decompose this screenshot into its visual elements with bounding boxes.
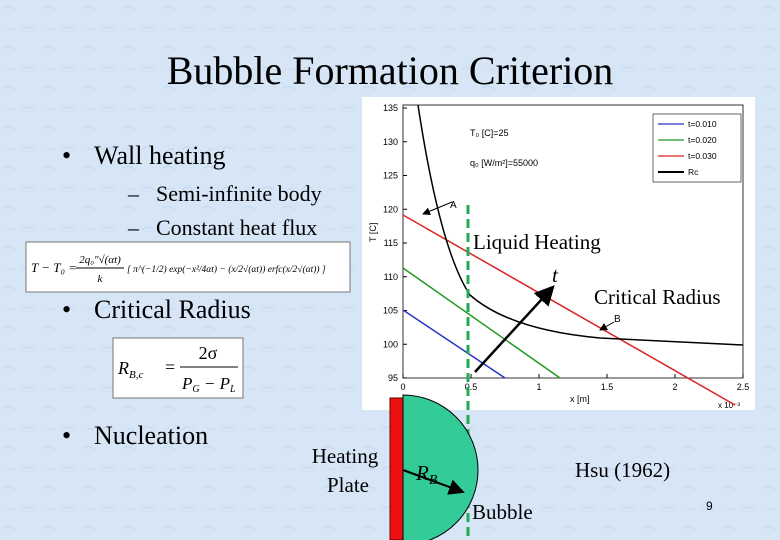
x-tick-label: 1.5 — [601, 382, 614, 392]
equation-box — [112, 337, 244, 399]
y-tick-label: 110 — [384, 272, 398, 282]
rb: R — [415, 461, 429, 485]
y-tick-label: 135 — [383, 103, 398, 113]
den-sub: L — [229, 384, 236, 395]
y-tick-label: 115 — [384, 238, 398, 248]
plot-param: q₀ [W/m²]=55000 — [470, 158, 538, 168]
bullet: • — [62, 295, 71, 324]
title: Bubble Formation Criterion — [167, 48, 614, 93]
critical-radius-equation: RB,c = 2σ PG − PL — [112, 337, 244, 399]
bullet-text: Nucleation — [94, 421, 208, 450]
arrow — [474, 285, 555, 373]
bullet: • — [62, 421, 71, 450]
bullet-text: Critical Radius — [94, 295, 251, 324]
x-tick-label: 2.5 — [737, 382, 750, 392]
lhs-sub: B,c — [129, 369, 143, 381]
legend-label: t=0.010 — [688, 119, 717, 129]
numerator: 2σ — [199, 343, 218, 363]
curve-rc — [417, 104, 744, 346]
x-tick-label: 2 — [672, 382, 677, 392]
annotations: Liquid Heating t Critical Radius Heating… — [312, 205, 721, 540]
equation-num: 2q₀″√(αt) — [79, 254, 121, 266]
equation-lhs: RB,c — [117, 358, 143, 381]
y-axis-label: T [C] — [368, 223, 378, 242]
arrow — [599, 321, 615, 331]
den-mid: − P — [200, 374, 230, 393]
temperature-equation: T − T₀ = 2q₀″√(αt) k [ π^(−1/2) exp(−x²/… — [25, 241, 351, 293]
sub-bullet: – — [127, 215, 140, 240]
plot: 0 0.5 1 1.5 2 2.5 95 100 105 110 115 120 125 130 135 x… — [362, 97, 755, 410]
y-tick-label: 105 — [383, 306, 398, 316]
plot-param: T₀ [C]=25 — [470, 128, 509, 138]
bullet: • — [62, 141, 71, 170]
legend-label: t=0.020 — [688, 135, 717, 145]
equation-lhs: T − T₀ = — [31, 260, 77, 275]
y-tick-label: 120 — [383, 204, 398, 214]
y-tick-label: 125 — [383, 171, 398, 181]
curve-t1 — [402, 309, 506, 379]
bullet-text: Wall heating — [94, 141, 225, 170]
curve-t3 — [402, 214, 736, 406]
y-tick-label: 130 — [383, 137, 398, 147]
curve-t2 — [402, 267, 561, 379]
label: Bubble — [472, 500, 533, 524]
sub-bullet-text: Constant heat flux — [156, 215, 317, 240]
label: Liquid Heating — [473, 230, 601, 254]
label: t — [552, 263, 559, 287]
arrow — [402, 469, 465, 495]
sub-bullet-text: Semi-infinite body — [156, 181, 322, 206]
den: P — [181, 374, 192, 393]
page-number: 9 — [706, 499, 713, 513]
arrow — [422, 201, 453, 216]
bullets: • Wall heating – Semi-infinite body – Co… — [62, 141, 322, 450]
y-tick-label: 100 — [383, 339, 398, 349]
equation-body: [ π^(−1/2) exp(−x²/4αt) − (x/2√(αt)) erf… — [127, 264, 326, 275]
legend — [652, 113, 742, 183]
x-tick-label: 0.5 — [465, 382, 478, 392]
label: Plate — [327, 473, 369, 497]
lhs: R — [117, 358, 129, 378]
equation-box — [25, 241, 351, 293]
heating-plate — [389, 397, 404, 540]
x-axis-scale: x 10⁻³ — [718, 401, 740, 410]
equals: = — [165, 357, 175, 377]
denominator: PG − PL — [181, 374, 236, 395]
den-sub: G — [192, 384, 199, 395]
rb-sub: B — [429, 473, 438, 488]
label: Critical Radius — [594, 285, 721, 309]
legend-label: Rc — [688, 167, 699, 177]
label: Heating — [312, 444, 379, 468]
point-label: A — [450, 200, 457, 211]
x-tick-label: 0 — [400, 382, 405, 392]
label: RB — [415, 461, 438, 488]
x-axis-label: x [m] — [570, 394, 590, 404]
equation-den: k — [98, 273, 104, 285]
y-tick-label: 95 — [388, 373, 398, 383]
sub-bullet: – — [127, 181, 140, 206]
legend-label: t=0.030 — [688, 151, 717, 161]
point-label: B — [614, 314, 621, 325]
plot-frame — [402, 104, 744, 379]
x-tick-label: 1 — [536, 382, 541, 392]
reference: Hsu (1962) — [575, 458, 670, 482]
